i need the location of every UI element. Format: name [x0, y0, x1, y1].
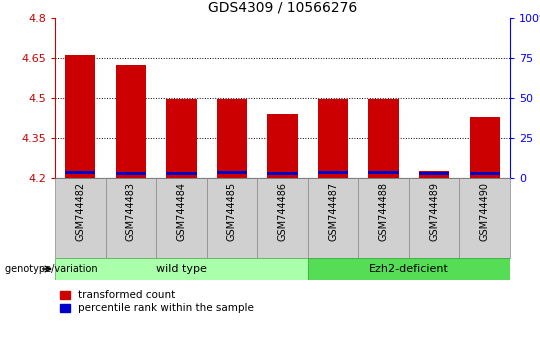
FancyBboxPatch shape [409, 178, 460, 258]
Bar [368, 99, 399, 178]
Title: GDS4309 / 10566276: GDS4309 / 10566276 [208, 0, 357, 14]
Text: genotype/variation: genotype/variation [5, 264, 101, 274]
FancyBboxPatch shape [359, 178, 409, 258]
Bar [166, 172, 197, 175]
FancyBboxPatch shape [460, 178, 510, 258]
FancyBboxPatch shape [55, 178, 105, 258]
Text: GSM744487: GSM744487 [328, 182, 338, 241]
FancyBboxPatch shape [207, 178, 257, 258]
Bar [217, 171, 247, 174]
Bar [116, 65, 146, 178]
Bar [470, 117, 500, 178]
FancyBboxPatch shape [105, 178, 156, 258]
Bar [318, 99, 348, 178]
Bar [65, 55, 96, 178]
Bar [65, 171, 96, 174]
Bar [166, 99, 197, 178]
Bar [55, 258, 308, 280]
Text: GSM744486: GSM744486 [278, 182, 287, 241]
Bar [368, 171, 399, 174]
Text: Ezh2-deficient: Ezh2-deficient [369, 264, 449, 274]
Bar [267, 114, 298, 178]
Text: GSM744483: GSM744483 [126, 182, 136, 241]
Text: GSM744490: GSM744490 [480, 182, 490, 241]
Bar [419, 172, 449, 175]
Bar [116, 172, 146, 175]
Text: GSM744482: GSM744482 [75, 182, 85, 241]
Text: GSM744484: GSM744484 [177, 182, 186, 241]
Legend: transformed count, percentile rank within the sample: transformed count, percentile rank withi… [60, 290, 254, 313]
Text: GSM744485: GSM744485 [227, 182, 237, 241]
FancyBboxPatch shape [156, 178, 207, 258]
Bar [217, 99, 247, 178]
Bar [470, 172, 500, 175]
Text: GSM744489: GSM744489 [429, 182, 439, 241]
FancyBboxPatch shape [257, 178, 308, 258]
Bar [318, 171, 348, 174]
Bar [267, 172, 298, 175]
FancyBboxPatch shape [308, 178, 359, 258]
Text: wild type: wild type [156, 264, 207, 274]
Text: GSM744488: GSM744488 [379, 182, 389, 241]
Bar [419, 171, 449, 178]
Bar [308, 258, 510, 280]
